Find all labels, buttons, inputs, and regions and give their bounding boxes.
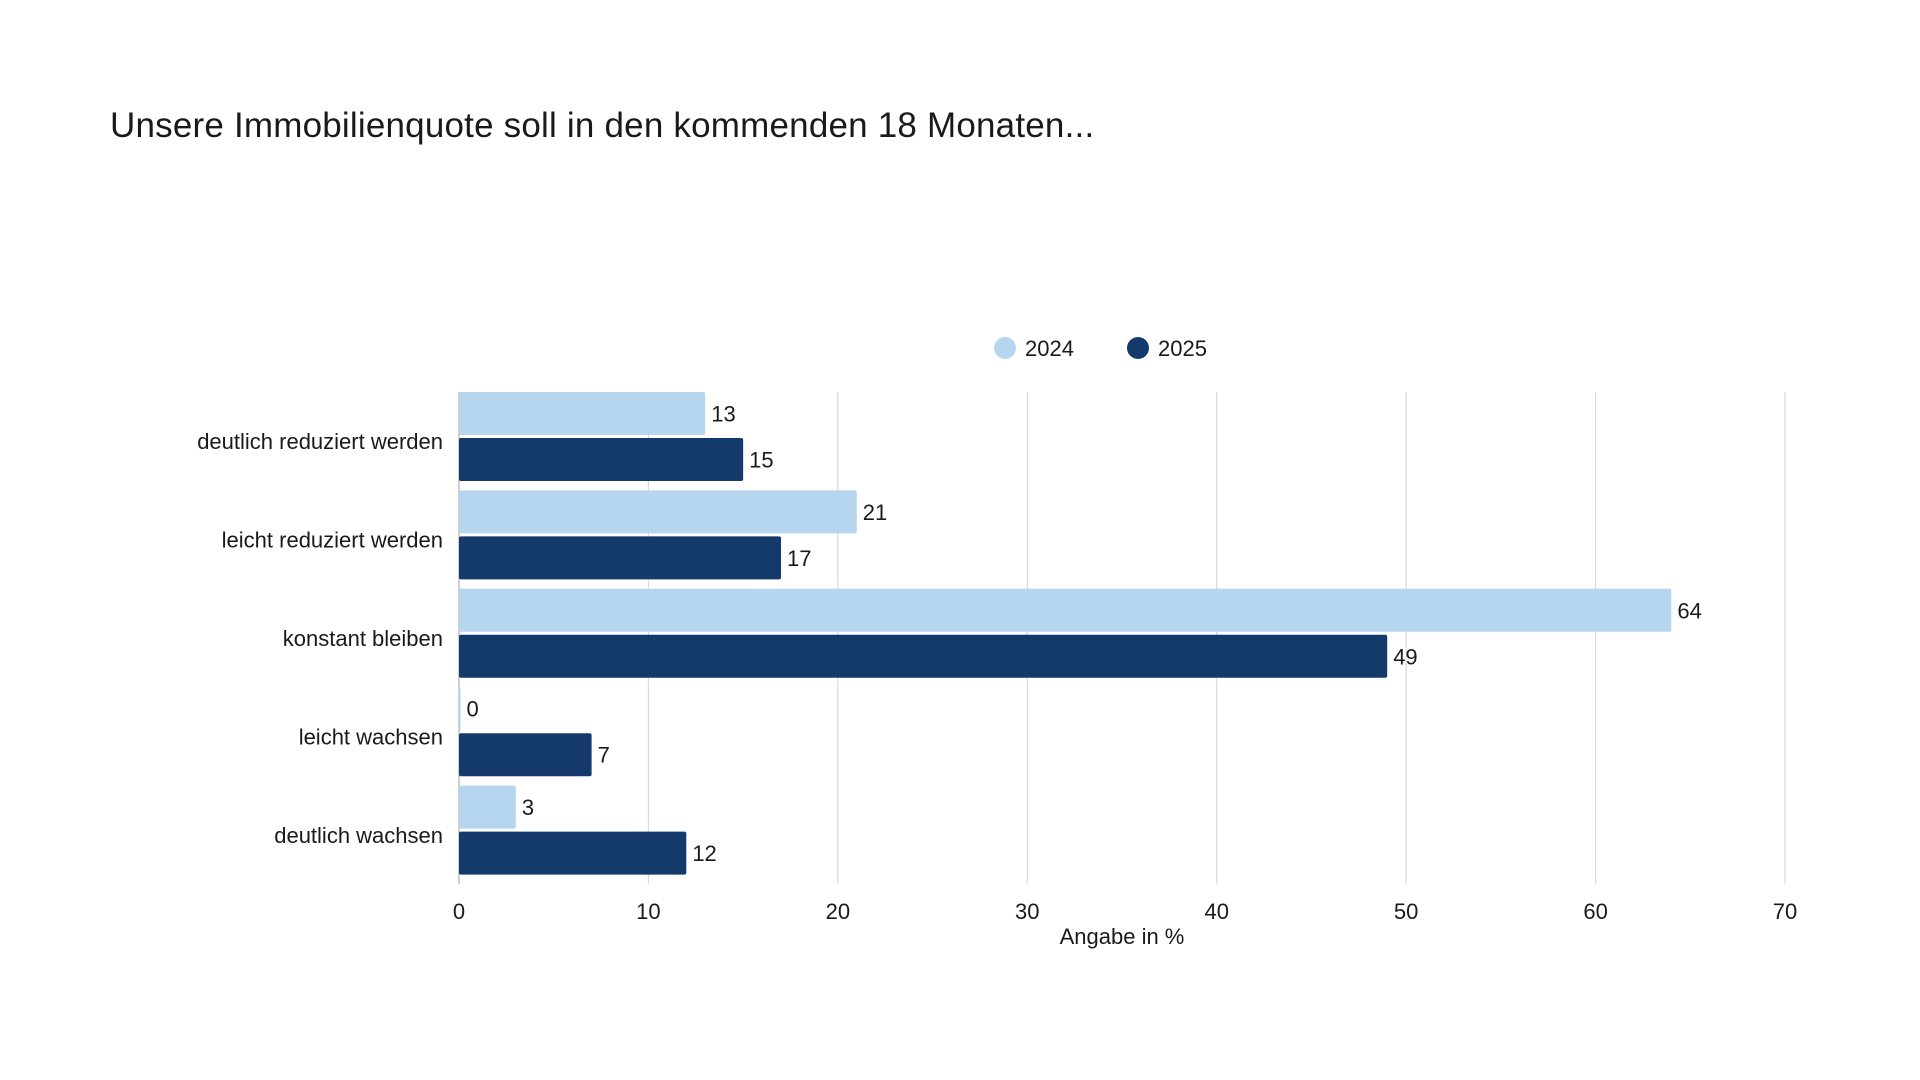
bar-2024 (459, 392, 706, 435)
legend-marker (1127, 337, 1149, 359)
legend-marker (994, 337, 1016, 359)
value-label: 7 (598, 743, 610, 768)
legend: 2024 2025 (994, 336, 1207, 361)
x-axis-title: Angabe in % (1060, 924, 1185, 949)
x-tick-label: 60 (1583, 899, 1607, 924)
bars (459, 392, 1672, 875)
value-label: 21 (863, 500, 887, 525)
value-label: 15 (749, 448, 773, 473)
value-label: 12 (692, 841, 716, 866)
category-label: leicht reduziert werden (222, 528, 443, 553)
bar-2025 (459, 831, 687, 875)
chart-title: Unsere Immobilienquote soll in den komme… (110, 106, 1095, 145)
bar-2025 (459, 634, 1388, 678)
x-tick-label: 10 (636, 899, 660, 924)
bar-2025 (459, 536, 782, 580)
x-tick-label: 0 (453, 899, 465, 924)
value-label: 3 (522, 795, 534, 820)
bar-2025 (459, 438, 744, 481)
category-labels: deutlich reduziert werden leicht reduzier… (197, 429, 443, 848)
bar-2024 (459, 588, 1672, 632)
legend-label: 2025 (1158, 336, 1207, 361)
x-tick-label: 20 (826, 899, 850, 924)
category-label: deutlich reduziert werden (197, 429, 443, 454)
x-axis-ticks: 0 10 20 30 40 50 60 70 (453, 899, 1797, 924)
value-label: 17 (787, 546, 811, 571)
bar-2024 (459, 490, 857, 534)
legend-label: 2024 (1025, 336, 1074, 361)
x-tick-label: 70 (1773, 899, 1797, 924)
bar-2025 (459, 733, 592, 777)
value-label: 49 (1393, 644, 1417, 669)
category-label: konstant bleiben (283, 626, 443, 651)
value-label: 64 (1677, 598, 1701, 623)
category-label: deutlich wachsen (274, 823, 443, 848)
bar-2024 (459, 785, 516, 829)
value-labels: 13 15 21 17 64 49 0 7 3 12 (467, 402, 1702, 867)
category-label: leicht wachsen (299, 724, 443, 749)
x-tick-label: 50 (1394, 899, 1418, 924)
value-label: 13 (711, 402, 735, 427)
value-label: 0 (467, 697, 479, 722)
x-tick-label: 40 (1204, 899, 1228, 924)
bar-2024 (459, 687, 461, 731)
x-tick-label: 30 (1015, 899, 1039, 924)
